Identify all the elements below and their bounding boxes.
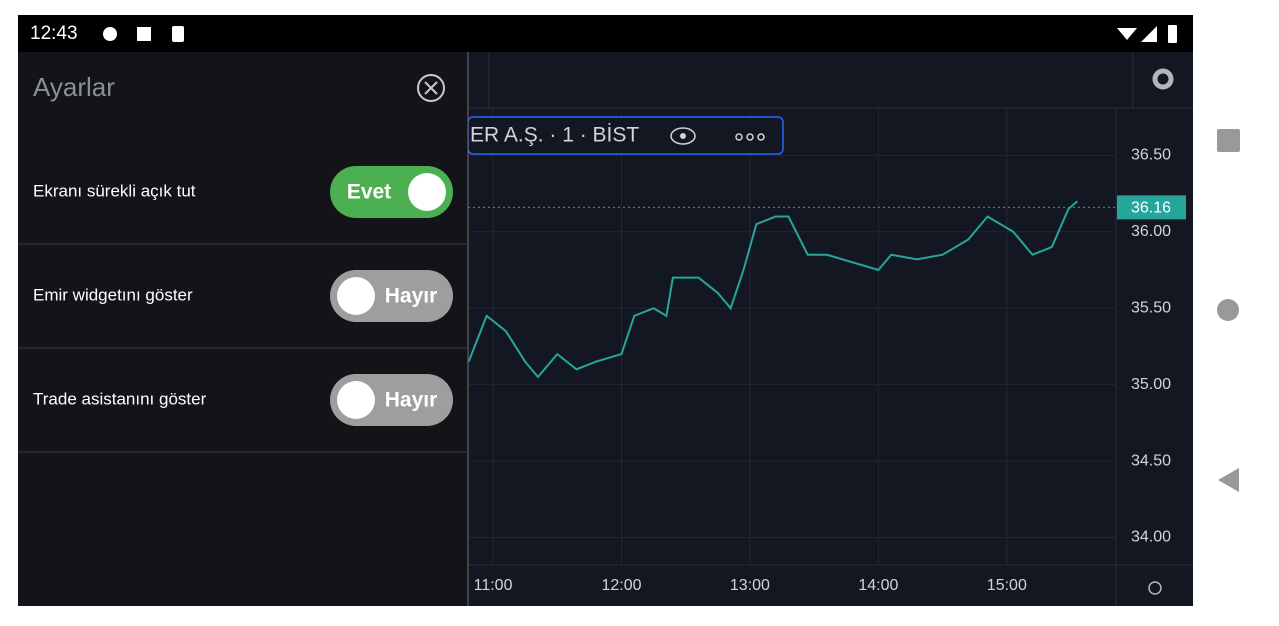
status-icon xyxy=(103,27,117,41)
setting-label: Emir widgetını göster xyxy=(33,285,193,304)
x-tick-label: 11:00 xyxy=(474,577,513,594)
y-tick-label: 34.50 xyxy=(1131,452,1171,469)
status-time: 12:43 xyxy=(30,23,78,44)
eye-icon[interactable] xyxy=(670,127,696,145)
x-tick-label: 14:00 xyxy=(858,577,898,594)
y-tick-label: 34.00 xyxy=(1131,529,1171,546)
panel-title: Ayarlar xyxy=(33,72,115,102)
toggle-text: Hayır xyxy=(385,285,438,308)
recents-button[interactable] xyxy=(1217,129,1240,152)
settings-panel: Ayarlar Ekranı sürekli açık tut Evet Emir … xyxy=(18,52,469,606)
symbol-text: ER A.Ş. · 1 · BİST xyxy=(470,124,639,147)
toggle-knob xyxy=(337,277,375,315)
last-price-badge xyxy=(1117,195,1186,220)
price-line xyxy=(468,200,1079,379)
settings-icon[interactable] xyxy=(1152,68,1174,90)
close-icon xyxy=(424,81,438,95)
setting-label: Ekranı sürekli açık tut xyxy=(33,181,196,200)
more-icon[interactable] xyxy=(735,133,765,141)
y-tick-label: 35.50 xyxy=(1131,299,1171,316)
wifi-icon xyxy=(1117,28,1137,40)
y-tick-label: 36.00 xyxy=(1131,223,1171,240)
toggle-knob xyxy=(337,381,375,419)
y-tick-label: 36.50 xyxy=(1131,147,1171,164)
theme-icon[interactable] xyxy=(1148,581,1162,595)
toggle-text: Hayır xyxy=(385,389,438,412)
toggle-knob xyxy=(408,173,446,211)
status-bar xyxy=(18,15,1193,52)
status-icon xyxy=(137,27,151,41)
x-tick-label: 13:00 xyxy=(730,577,770,594)
panel-background xyxy=(18,52,468,606)
close-button[interactable] xyxy=(417,74,445,102)
setting-label: Trade asistanını göster xyxy=(33,389,207,408)
signal-icon xyxy=(1141,26,1157,42)
eye-icon xyxy=(680,133,686,139)
battery-icon xyxy=(1168,25,1177,43)
toggle-text: Evet xyxy=(347,181,391,204)
nav-bar xyxy=(1193,15,1279,621)
home-button[interactable] xyxy=(1217,299,1239,321)
x-tick-label: 12:00 xyxy=(601,577,641,594)
last-price-label: 36.16 xyxy=(1131,200,1171,217)
x-tick-label: 15:00 xyxy=(987,577,1027,594)
status-icon xyxy=(172,26,184,42)
y-tick-label: 35.00 xyxy=(1131,376,1171,393)
back-button[interactable] xyxy=(1218,468,1239,492)
